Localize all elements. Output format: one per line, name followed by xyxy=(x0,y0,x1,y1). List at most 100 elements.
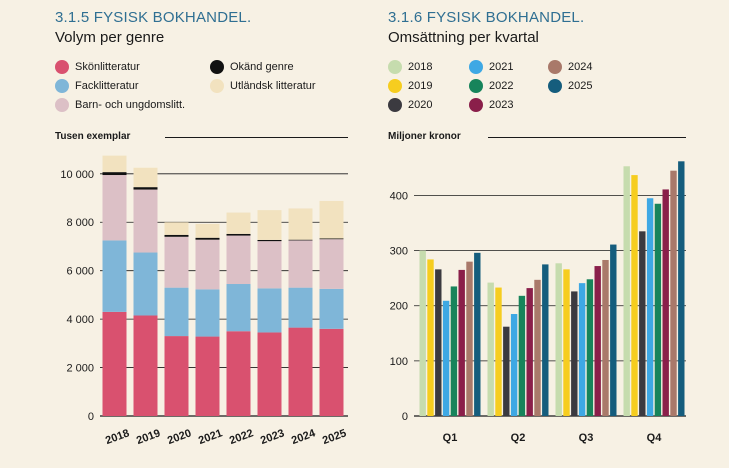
bar xyxy=(474,252,481,416)
y-tick-label: 0 xyxy=(88,411,94,423)
y-tick-label: 400 xyxy=(390,190,408,202)
bar-segment xyxy=(164,336,189,416)
bar xyxy=(466,261,473,416)
bar xyxy=(510,314,518,416)
bar-segment xyxy=(133,315,158,416)
legend-item-2018: 2018 xyxy=(388,60,432,74)
legend-label: 2022 xyxy=(489,80,514,92)
bar-segment xyxy=(257,241,282,289)
bar-segment xyxy=(288,287,313,328)
bar xyxy=(578,283,586,416)
bar xyxy=(526,288,533,416)
bar-segment xyxy=(195,239,220,290)
x-tick-label: Q2 xyxy=(511,432,526,444)
legend-label: 2020 xyxy=(408,99,433,111)
bar-segment xyxy=(133,167,158,188)
bar-segment xyxy=(164,287,189,337)
bar xyxy=(419,250,426,416)
bar xyxy=(654,203,662,416)
bar xyxy=(623,166,630,416)
legend-label: 2023 xyxy=(489,99,514,111)
bar-segment xyxy=(133,252,158,316)
bar-segment xyxy=(319,239,344,289)
bar xyxy=(534,279,541,416)
bar xyxy=(450,286,458,416)
y-tick-label: 8 000 xyxy=(66,217,94,229)
bar-segment xyxy=(102,175,127,241)
bar-segment xyxy=(226,233,251,236)
bar xyxy=(662,189,669,416)
bar xyxy=(442,300,450,416)
bar-segment xyxy=(288,208,313,240)
legend-label: 2018 xyxy=(408,61,433,73)
bar-segment xyxy=(226,284,251,332)
y-tick-label: 4 000 xyxy=(66,314,94,326)
bar-segment xyxy=(288,240,313,288)
bar xyxy=(610,244,617,416)
y-tick-label: 300 xyxy=(390,246,408,258)
legend-swatch xyxy=(548,60,562,74)
legend-swatch xyxy=(55,60,69,74)
legend-swatch xyxy=(210,60,224,74)
x-tick-label: 2021 xyxy=(197,427,224,447)
bar-segment xyxy=(102,311,127,416)
bar-segment xyxy=(226,212,251,234)
bar xyxy=(427,259,434,416)
x-tick-label: 2022 xyxy=(228,427,255,447)
chart-title: 3.1.5 FYSISK BOKHANDEL. xyxy=(55,9,252,26)
bar xyxy=(646,198,654,416)
chart-subtitle: Volym per genre xyxy=(55,29,165,46)
legend-item-2020: 2020 xyxy=(388,98,432,112)
legend-label: 2025 xyxy=(568,80,593,92)
bar-segment xyxy=(102,172,127,176)
legend-swatch xyxy=(388,98,402,112)
legend-item-2025: 2025 xyxy=(548,79,592,93)
chart-title: 3.1.6 FYSISK BOKHANDEL. xyxy=(388,9,585,26)
legend-label: 2024 xyxy=(568,61,593,73)
bar xyxy=(458,269,465,416)
legend-item-facklitteratur: Facklitteratur xyxy=(55,79,139,93)
y-axis-label: Miljoner kronor xyxy=(388,131,461,142)
legend-item-utlandsk-litteratur: Utländsk litteratur xyxy=(210,79,316,93)
bar-segment xyxy=(195,237,220,240)
legend-label: Barn- och ungdomslitt. xyxy=(75,99,186,111)
legend-item-barn-och-ungdomslitt: Barn- och ungdomslitt. xyxy=(55,98,185,112)
legend-label: Okänd genre xyxy=(230,61,294,73)
legend-label: Utländsk litteratur xyxy=(230,80,316,92)
legend-item-2024: 2024 xyxy=(548,60,592,74)
bar-segment xyxy=(164,234,189,237)
chart-subtitle: Omsättning per kvartal xyxy=(388,29,539,46)
legend-label: Skönlitteratur xyxy=(75,61,140,73)
x-tick-label: 2019 xyxy=(135,427,162,447)
legend-swatch xyxy=(55,79,69,93)
legend-label: 2021 xyxy=(489,61,514,73)
y-tick-label: 2 000 xyxy=(66,363,94,375)
bar xyxy=(563,269,570,416)
bar-segment xyxy=(164,236,189,288)
bar xyxy=(518,295,526,416)
x-tick-label: 2024 xyxy=(290,427,318,447)
bar-segment xyxy=(257,210,282,240)
bar-segment xyxy=(319,238,344,240)
bar-segment xyxy=(102,240,127,312)
bar-segment xyxy=(319,328,344,416)
x-tick-label: Q1 xyxy=(443,432,458,444)
legend-item-2022: 2022 xyxy=(469,79,513,93)
legend-swatch xyxy=(388,79,402,93)
legend-item-2021: 2021 xyxy=(469,60,513,74)
bar-segment xyxy=(319,200,344,239)
bar-segment xyxy=(288,239,313,241)
bar-segment xyxy=(195,336,220,416)
bar xyxy=(631,175,638,416)
bar-segment xyxy=(319,288,344,329)
y-tick-label: 6 000 xyxy=(66,266,94,278)
bar-segment xyxy=(288,327,313,416)
chart-turnover-per-quarter: 3.1.6 FYSISK BOKHANDEL. Omsättning per k… xyxy=(370,0,729,468)
legend-item-skonlitteratur: Skönlitteratur xyxy=(55,60,140,74)
chart-plot-turnover: 0 100 200 300 400 Q1 Q2 Q3 Q4 xyxy=(390,137,686,444)
bar-segment xyxy=(164,222,189,235)
bar xyxy=(639,231,646,416)
bar xyxy=(678,161,685,416)
x-tick-label: 2018 xyxy=(104,427,131,447)
bar xyxy=(495,287,502,416)
